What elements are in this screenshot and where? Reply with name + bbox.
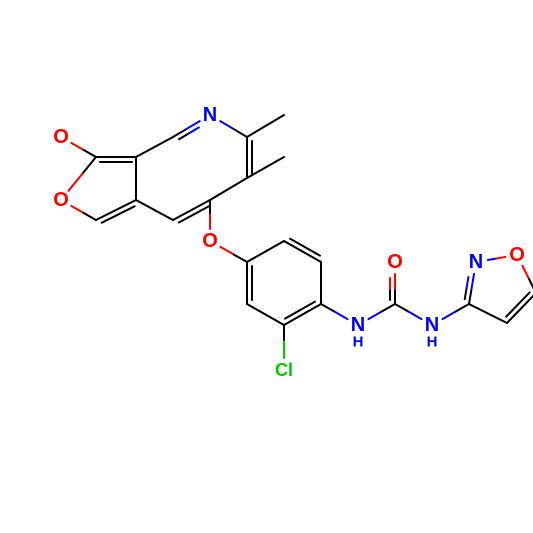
- atom-N21-H: H: [353, 334, 364, 351]
- atom-Cl20: Cl: [275, 360, 293, 380]
- atom-N26: N: [469, 251, 483, 273]
- molecule-diagram: OONOClNHONHNO: [0, 0, 533, 533]
- atom-O13: O: [202, 230, 218, 252]
- atom-N9: N: [203, 104, 217, 126]
- atom-O23: O: [387, 251, 403, 273]
- atom-O27: O: [509, 244, 525, 266]
- atom-N24-H: H: [427, 334, 438, 351]
- atoms-layer: OONOClNHONHNO: [49, 103, 529, 382]
- atom-O3: O: [53, 189, 69, 211]
- atom-O1: O: [53, 126, 69, 148]
